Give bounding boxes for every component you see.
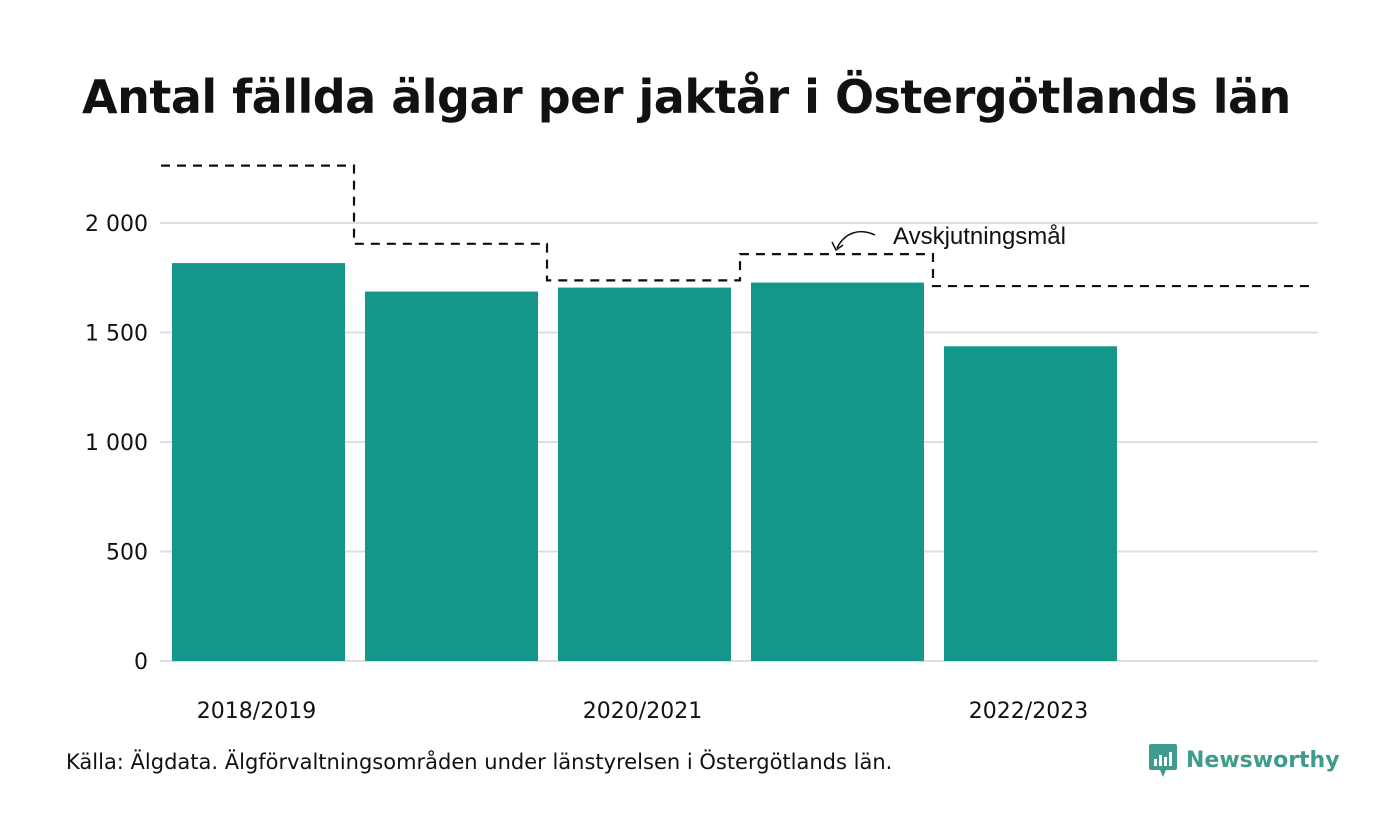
annotation-arrow: [836, 231, 876, 249]
x-tick-label: 2022/2023: [969, 699, 1088, 724]
chart-title: Antal fällda älgar per jaktår i Östergöt…: [82, 70, 1291, 124]
newsworthy-logo-icon: [1149, 744, 1177, 777]
brand-name: Newsworthy: [1186, 747, 1340, 773]
x-tick-label: 2018/2019: [197, 699, 316, 724]
x-axis-tick-labels: 2018/2019 2020/2021 2022/2023: [197, 699, 1088, 724]
target-line: [161, 164, 1312, 288]
gridlines: [160, 222, 1318, 662]
bar: [751, 282, 924, 661]
target-annotation: Avskjutningsmål: [831, 223, 1066, 252]
source-note: Källa: Älgdata. Älgförvaltningsområden u…: [66, 750, 893, 774]
target-label: Avskjutningsmål: [893, 223, 1066, 250]
y-tick-label: 2 000: [85, 212, 148, 237]
bar: [365, 291, 538, 661]
y-tick-label: 0: [134, 650, 148, 675]
y-tick-label: 1 000: [85, 431, 148, 456]
y-tick-label: 1 500: [85, 322, 148, 347]
bar-chart: 0 500 1 000 1 500 2 000 Avskjutningsmål 2018…: [85, 164, 1318, 724]
y-axis-tick-labels: 0 500 1 000 1 500 2 000: [85, 212, 148, 675]
bar: [944, 346, 1117, 661]
brand-logo: Newsworthy: [1148, 742, 1340, 778]
y-tick-label: 500: [106, 541, 148, 566]
bar: [172, 263, 345, 661]
bar: [558, 287, 731, 661]
target-step-line: [161, 164, 1312, 288]
annotation-arrowhead: [831, 241, 844, 252]
bars: [172, 263, 1117, 661]
x-tick-label: 2020/2021: [583, 699, 702, 724]
